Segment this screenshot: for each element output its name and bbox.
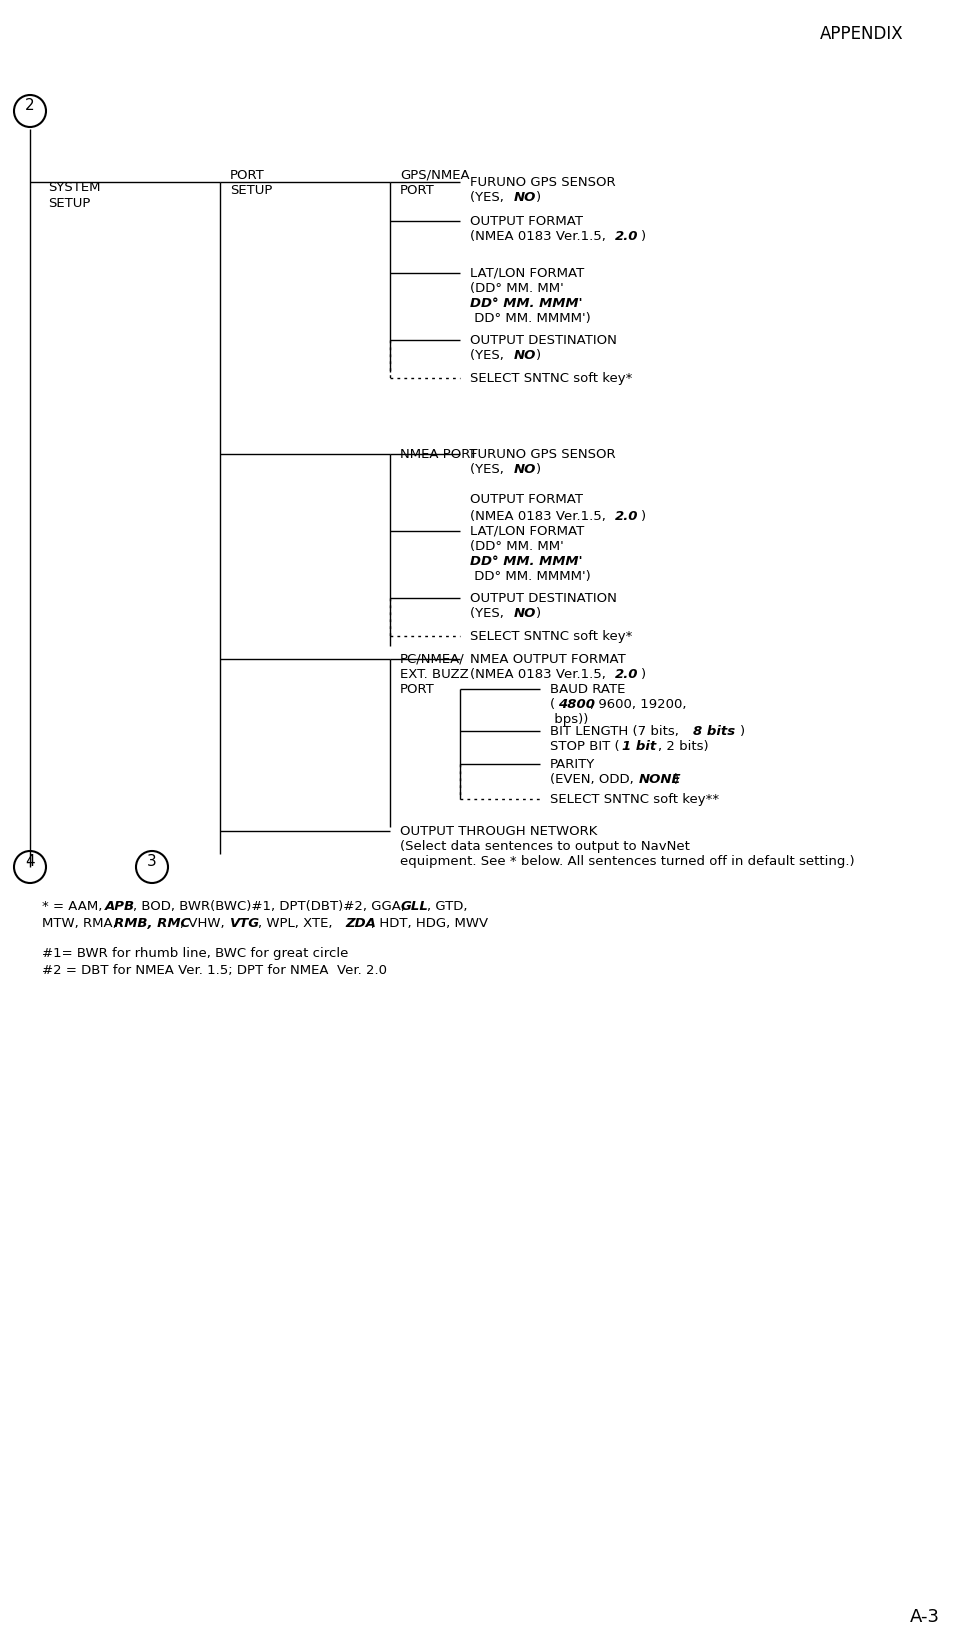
Text: OUTPUT FORMAT: OUTPUT FORMAT — [470, 215, 583, 228]
Text: #1= BWR for rhumb line, BWC for great circle: #1= BWR for rhumb line, BWC for great ci… — [42, 947, 348, 960]
Text: FURUNO GPS SENSOR: FURUNO GPS SENSOR — [470, 176, 616, 189]
Text: STOP BIT (: STOP BIT ( — [550, 739, 620, 752]
Text: #2 = DBT for NMEA Ver. 1.5; DPT for NMEA  Ver. 2.0: #2 = DBT for NMEA Ver. 1.5; DPT for NMEA… — [42, 963, 387, 976]
Text: ): ) — [641, 230, 646, 243]
Text: PORT: PORT — [400, 682, 435, 695]
Text: ): ) — [740, 725, 745, 738]
Text: DD° MM. MMMM'): DD° MM. MMMM') — [470, 312, 591, 325]
Text: 2.0: 2.0 — [615, 230, 638, 243]
Text: (YES,: (YES, — [470, 607, 508, 620]
Text: DD° MM. MMMM'): DD° MM. MMMM') — [470, 570, 591, 583]
Text: 4800: 4800 — [558, 697, 595, 710]
Text: , BOD, BWR(BWC)#1, DPT(DBT)#2, GGA,: , BOD, BWR(BWC)#1, DPT(DBT)#2, GGA, — [133, 899, 410, 912]
Text: FURUNO GPS SENSOR: FURUNO GPS SENSOR — [470, 447, 616, 460]
Text: 2: 2 — [25, 98, 35, 113]
Text: 2.0: 2.0 — [615, 509, 638, 522]
Text: ): ) — [536, 191, 541, 204]
Text: (YES,: (YES, — [470, 191, 508, 204]
Text: LAT/LON FORMAT: LAT/LON FORMAT — [470, 268, 584, 279]
Text: ): ) — [536, 349, 541, 362]
Text: , 2 bits): , 2 bits) — [658, 739, 708, 752]
Text: BIT LENGTH (7 bits,: BIT LENGTH (7 bits, — [550, 725, 683, 738]
Text: PORT: PORT — [230, 168, 265, 181]
Text: ): ) — [641, 667, 646, 681]
Text: NO: NO — [514, 607, 536, 620]
Text: NO: NO — [514, 463, 536, 475]
Text: (: ( — [550, 697, 556, 710]
Text: (DD° MM. MM': (DD° MM. MM' — [470, 282, 563, 295]
Text: A-3: A-3 — [910, 1608, 940, 1625]
Text: BAUD RATE: BAUD RATE — [550, 682, 626, 695]
Text: NMEA OUTPUT FORMAT: NMEA OUTPUT FORMAT — [470, 653, 626, 666]
Text: 8 bits: 8 bits — [693, 725, 736, 738]
Text: ): ) — [536, 463, 541, 475]
Text: * = AAM,: * = AAM, — [42, 899, 107, 912]
Text: NMEA PORT: NMEA PORT — [400, 447, 478, 460]
Text: (NMEA 0183 Ver.1.5,: (NMEA 0183 Ver.1.5, — [470, 509, 610, 522]
Text: SETUP: SETUP — [48, 197, 90, 211]
Text: NO: NO — [514, 349, 536, 362]
Text: SYSTEM: SYSTEM — [48, 181, 100, 194]
Text: APPENDIX: APPENDIX — [820, 24, 904, 42]
Text: PC/NMEA/: PC/NMEA/ — [400, 653, 465, 666]
Text: (NMEA 0183 Ver.1.5,: (NMEA 0183 Ver.1.5, — [470, 667, 610, 681]
Text: , 9600, 19200,: , 9600, 19200, — [590, 697, 687, 710]
Text: OUTPUT DESTINATION: OUTPUT DESTINATION — [470, 335, 617, 346]
Text: (Select data sentences to output to NavNet: (Select data sentences to output to NavN… — [400, 839, 690, 852]
Text: OUTPUT THROUGH NETWORK: OUTPUT THROUGH NETWORK — [400, 824, 597, 837]
Text: OUTPUT FORMAT: OUTPUT FORMAT — [470, 493, 583, 506]
Text: ): ) — [641, 509, 646, 522]
Text: PARITY: PARITY — [550, 757, 595, 770]
Text: (YES,: (YES, — [470, 463, 508, 475]
Text: GLL: GLL — [401, 899, 429, 912]
Text: VTG: VTG — [230, 917, 260, 930]
Text: (YES,: (YES, — [470, 349, 508, 362]
Text: EXT. BUZZ: EXT. BUZZ — [400, 667, 469, 681]
Text: (DD° MM. MM': (DD° MM. MM' — [470, 540, 563, 553]
Text: ): ) — [674, 772, 679, 785]
Text: NO: NO — [514, 191, 536, 204]
Text: , VHW,: , VHW, — [180, 917, 229, 930]
Text: DD° MM. MMM': DD° MM. MMM' — [470, 297, 583, 310]
Text: ZDA: ZDA — [345, 917, 376, 930]
Text: DD° MM. MMM': DD° MM. MMM' — [470, 555, 583, 568]
Text: (EVEN, ODD,: (EVEN, ODD, — [550, 772, 638, 785]
Text: OUTPUT DESTINATION: OUTPUT DESTINATION — [470, 592, 617, 604]
Text: , WPL, XTE,: , WPL, XTE, — [258, 917, 337, 930]
Text: 4: 4 — [25, 854, 35, 868]
Text: (NMEA 0183 Ver.1.5,: (NMEA 0183 Ver.1.5, — [470, 230, 610, 243]
Text: GPS/NMEA: GPS/NMEA — [400, 168, 470, 181]
Text: 2.0: 2.0 — [615, 667, 638, 681]
Text: PORT: PORT — [400, 184, 435, 197]
Text: NONE: NONE — [639, 772, 681, 785]
Text: SELECT SNTNC soft key*: SELECT SNTNC soft key* — [470, 630, 632, 643]
Text: bps)): bps)) — [550, 713, 589, 726]
Text: APB: APB — [105, 899, 135, 912]
Text: equipment. See * below. All sentences turned off in default setting.): equipment. See * below. All sentences tu… — [400, 855, 854, 868]
Text: , GTD,: , GTD, — [427, 899, 467, 912]
Text: 3: 3 — [147, 854, 157, 868]
Text: MTW, RMA,: MTW, RMA, — [42, 917, 121, 930]
Text: SETUP: SETUP — [230, 184, 272, 197]
Text: LAT/LON FORMAT: LAT/LON FORMAT — [470, 524, 584, 537]
Text: , HDT, HDG, MWV: , HDT, HDG, MWV — [371, 917, 488, 930]
Text: 1 bit: 1 bit — [622, 739, 656, 752]
Text: ): ) — [536, 607, 541, 620]
Text: RMB, RMC: RMB, RMC — [114, 917, 191, 930]
Text: SELECT SNTNC soft key**: SELECT SNTNC soft key** — [550, 793, 719, 806]
Text: SELECT SNTNC soft key*: SELECT SNTNC soft key* — [470, 372, 632, 385]
